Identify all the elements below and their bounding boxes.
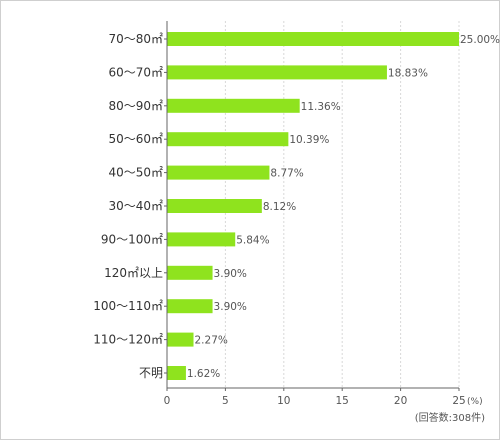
category-label: 不明 [139,366,163,380]
category-label: 60〜70㎡ [108,65,163,79]
category-label: 30〜40㎡ [108,199,163,213]
bar [167,366,186,380]
x-tick-labels: 0 5 10 15 20 25 [164,395,466,407]
x-unit-label: (%) [467,397,483,407]
x-tick-label: 5 [222,395,229,407]
value-label: 11.36% [301,101,341,113]
category-label: 50〜60㎡ [108,132,163,146]
bar [167,232,236,247]
x-tick-label: 0 [164,395,171,407]
category-label: 120㎡以上 [104,266,163,280]
category-label: 80〜90㎡ [108,99,163,113]
category-labels: 70〜80㎡ 60〜70㎡ 80〜90㎡ 50〜60㎡ 40〜50㎡ 30〜40㎡ 90〜1… [93,32,163,380]
value-label: 8.77% [270,168,303,180]
bar [167,65,387,80]
value-label: 8.12% [263,201,296,213]
x-tick-label: 25 [452,395,465,407]
bar [167,32,459,46]
value-label: 1.62% [187,368,220,380]
value-labels: 25.00% 18.83% 11.36% 10.39% 8.77% 8.12% 5.84% 3… [187,34,500,380]
axes [164,21,460,391]
category-label: 100〜110㎡ [93,299,163,313]
value-label: 3.90% [214,268,247,280]
bar [167,165,270,180]
bar [167,199,262,213]
x-tick-label: 10 [277,395,290,407]
bars [167,32,459,380]
bar [167,332,194,347]
value-label: 10.39% [289,134,329,146]
response-count-note: (回答数:308件) [415,411,485,424]
value-label: 5.84% [236,234,269,246]
category-label: 70〜80㎡ [108,32,163,46]
category-label: 40〜50㎡ [108,166,163,180]
x-tick-label: 15 [336,395,349,407]
value-label: 3.90% [214,301,247,313]
grid-lines [224,21,460,388]
value-label: 2.27% [195,335,228,347]
category-label: 90〜100㎡ [101,232,163,246]
bar [167,265,213,280]
value-label: 18.83% [388,67,428,79]
bar [167,98,300,113]
bar [167,299,213,314]
x-tick-label: 20 [394,395,407,407]
category-label: 110〜120㎡ [93,333,163,347]
value-label: 25.00% [460,34,500,46]
bar [167,132,289,147]
